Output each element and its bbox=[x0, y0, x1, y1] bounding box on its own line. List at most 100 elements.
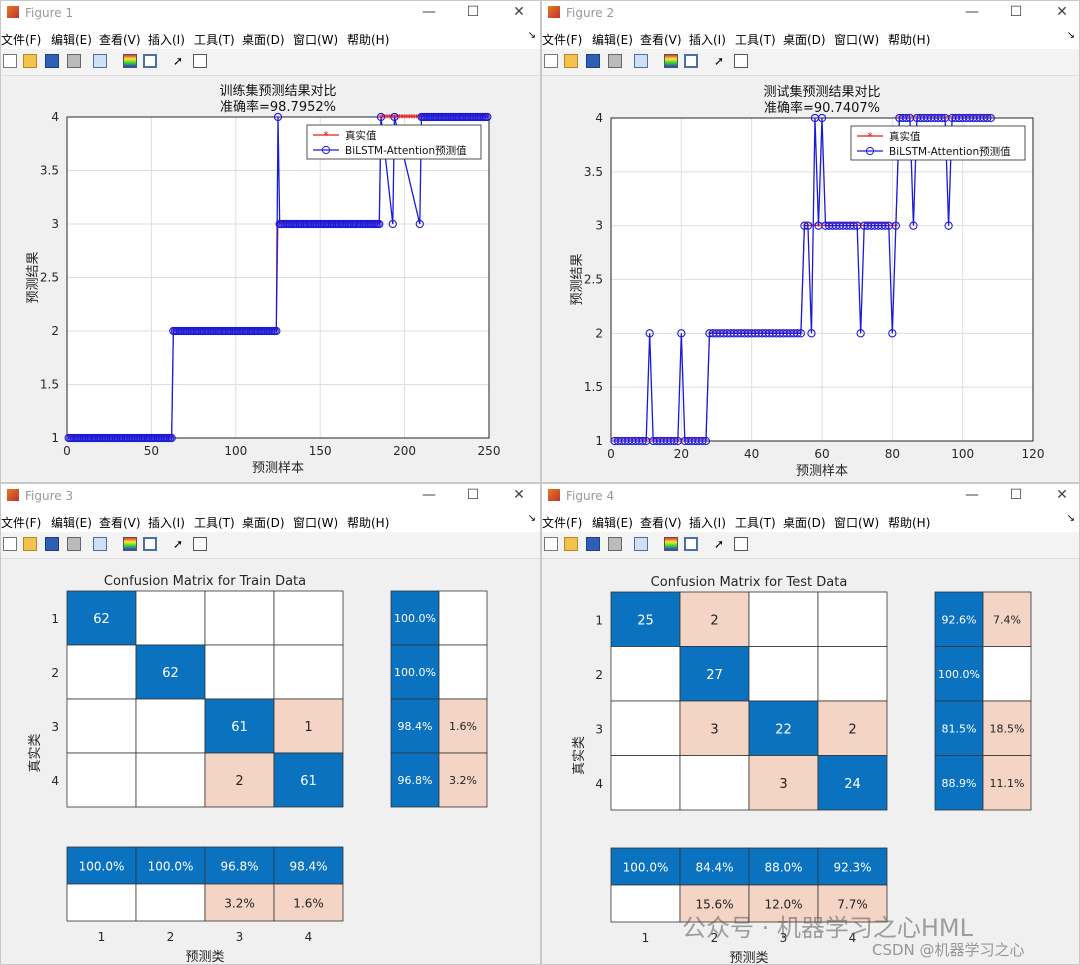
menu-item[interactable]: 文件(F) bbox=[1, 516, 42, 530]
link-plot-icon[interactable] bbox=[93, 54, 107, 68]
pointer-icon[interactable]: ➚ bbox=[173, 537, 184, 551]
data-point: * bbox=[816, 222, 821, 233]
cell-value: 62 bbox=[93, 612, 110, 627]
menu-item[interactable]: 帮助(H) bbox=[347, 516, 390, 530]
cell-value: 2 bbox=[848, 722, 856, 737]
menu-item[interactable]: 查看(V) bbox=[99, 516, 141, 530]
menu-item[interactable]: 桌面(D) bbox=[783, 33, 826, 47]
y-tick-label: 2 bbox=[595, 326, 603, 340]
legend-icon[interactable] bbox=[684, 54, 698, 68]
menu-item[interactable]: 查看(V) bbox=[99, 33, 141, 47]
save-icon[interactable] bbox=[45, 537, 59, 551]
save-icon[interactable] bbox=[45, 54, 59, 68]
property-inspector-icon[interactable] bbox=[734, 54, 748, 68]
menu-item[interactable]: 插入(I) bbox=[148, 516, 185, 530]
col-class-label: 2 bbox=[167, 930, 175, 944]
menu-item[interactable]: 帮助(H) bbox=[888, 33, 931, 47]
property-inspector-icon[interactable] bbox=[193, 54, 207, 68]
pointer-icon[interactable]: ➚ bbox=[714, 537, 725, 551]
open-folder-icon[interactable] bbox=[564, 537, 578, 551]
dock-arrow-icon[interactable]: ↘ bbox=[1066, 513, 1075, 524]
maximize-button[interactable]: ☐ bbox=[1009, 4, 1023, 20]
colorbar-icon[interactable] bbox=[664, 537, 678, 551]
menu-item[interactable]: 文件(F) bbox=[1, 33, 42, 47]
train-confusion-matrix: Confusion Matrix for Train Data 62 1 62 2 61 1… bbox=[28, 574, 488, 964]
property-inspector-icon[interactable] bbox=[193, 537, 207, 551]
property-inspector-icon[interactable] bbox=[734, 537, 748, 551]
menu-item[interactable]: 桌面(D) bbox=[242, 516, 285, 530]
print-icon[interactable] bbox=[608, 537, 622, 551]
menu-item[interactable]: 窗口(W) bbox=[834, 33, 880, 47]
menu-item[interactable]: 插入(I) bbox=[689, 33, 726, 47]
menu-item[interactable]: 插入(I) bbox=[148, 33, 185, 47]
data-point bbox=[698, 436, 707, 446]
menu-item[interactable]: 窗口(W) bbox=[834, 516, 880, 530]
open-folder-icon[interactable] bbox=[23, 537, 37, 551]
title-bar[interactable]: Figure 1 — ☐ ✕ bbox=[1, 1, 540, 27]
dock-arrow-icon[interactable]: ↘ bbox=[527, 30, 536, 41]
menu-item[interactable]: 插入(I) bbox=[689, 516, 726, 530]
save-icon[interactable] bbox=[586, 54, 600, 68]
title-bar[interactable]: Figure 2 — ☐ ✕ bbox=[542, 1, 1079, 27]
print-icon[interactable] bbox=[608, 54, 622, 68]
colorbar-icon[interactable] bbox=[123, 54, 137, 68]
legend-icon[interactable] bbox=[143, 54, 157, 68]
link-plot-icon[interactable] bbox=[93, 537, 107, 551]
close-button[interactable]: ✕ bbox=[1056, 487, 1068, 503]
menu-item[interactable]: 窗口(W) bbox=[293, 516, 339, 530]
minimize-button[interactable]: — bbox=[422, 487, 436, 503]
print-icon[interactable] bbox=[67, 54, 81, 68]
link-plot-icon[interactable] bbox=[634, 54, 648, 68]
close-button[interactable]: ✕ bbox=[513, 487, 525, 503]
open-folder-icon[interactable] bbox=[23, 54, 37, 68]
minimize-button[interactable]: — bbox=[965, 4, 979, 20]
menu-item[interactable]: 桌面(D) bbox=[242, 33, 285, 47]
menu-item[interactable]: 编辑(E) bbox=[592, 516, 633, 530]
data-point bbox=[891, 221, 900, 230]
new-file-icon[interactable] bbox=[3, 537, 17, 551]
new-file-icon[interactable] bbox=[544, 537, 558, 551]
menu-item[interactable]: 文件(F) bbox=[542, 516, 583, 530]
dock-arrow-icon[interactable]: ↘ bbox=[527, 513, 536, 524]
menu-item[interactable]: 查看(V) bbox=[640, 516, 682, 530]
menu-item[interactable]: 工具(T) bbox=[194, 33, 235, 47]
new-file-icon[interactable] bbox=[3, 54, 17, 68]
close-button[interactable]: ✕ bbox=[513, 4, 525, 20]
title-bar[interactable]: Figure 3 — ☐ ✕ bbox=[1, 484, 540, 510]
menu-item[interactable]: 文件(F) bbox=[542, 33, 583, 47]
new-file-icon[interactable] bbox=[544, 54, 558, 68]
pointer-icon[interactable]: ➚ bbox=[714, 54, 725, 68]
maximize-button[interactable]: ☐ bbox=[466, 487, 480, 503]
link-plot-icon[interactable] bbox=[634, 537, 648, 551]
menu-item[interactable]: 编辑(E) bbox=[592, 33, 633, 47]
menu-item[interactable]: 工具(T) bbox=[735, 516, 776, 530]
minimize-button[interactable]: — bbox=[965, 487, 979, 503]
matrix-cell bbox=[817, 591, 888, 647]
menu-item[interactable]: 编辑(E) bbox=[51, 516, 92, 530]
print-icon[interactable] bbox=[67, 537, 81, 551]
menu-item[interactable]: 查看(V) bbox=[640, 33, 682, 47]
close-button[interactable]: ✕ bbox=[1056, 4, 1068, 20]
col-summary-value: 96.8% bbox=[220, 860, 258, 874]
save-icon[interactable] bbox=[586, 537, 600, 551]
dock-arrow-icon[interactable]: ↘ bbox=[1066, 30, 1075, 41]
menu-item[interactable]: 工具(T) bbox=[194, 516, 235, 530]
open-folder-icon[interactable] bbox=[564, 54, 578, 68]
minimize-button[interactable]: — bbox=[422, 4, 436, 20]
title-bar[interactable]: Figure 4 — ☐ ✕ bbox=[542, 484, 1079, 510]
matrix-cell bbox=[817, 700, 888, 756]
legend-icon[interactable] bbox=[143, 537, 157, 551]
menu-item[interactable]: 桌面(D) bbox=[783, 516, 826, 530]
colorbar-icon[interactable] bbox=[664, 54, 678, 68]
y-tick-label: 2.5 bbox=[584, 273, 603, 287]
colorbar-icon[interactable] bbox=[123, 537, 137, 551]
maximize-button[interactable]: ☐ bbox=[466, 4, 480, 20]
legend-icon[interactable] bbox=[684, 537, 698, 551]
menu-item[interactable]: 编辑(E) bbox=[51, 33, 92, 47]
menu-item[interactable]: 帮助(H) bbox=[888, 516, 931, 530]
menu-item[interactable]: 窗口(W) bbox=[293, 33, 339, 47]
menu-item[interactable]: 工具(T) bbox=[735, 33, 776, 47]
menu-item[interactable]: 帮助(H) bbox=[347, 33, 390, 47]
pointer-icon[interactable]: ➚ bbox=[173, 54, 184, 68]
maximize-button[interactable]: ☐ bbox=[1009, 487, 1023, 503]
